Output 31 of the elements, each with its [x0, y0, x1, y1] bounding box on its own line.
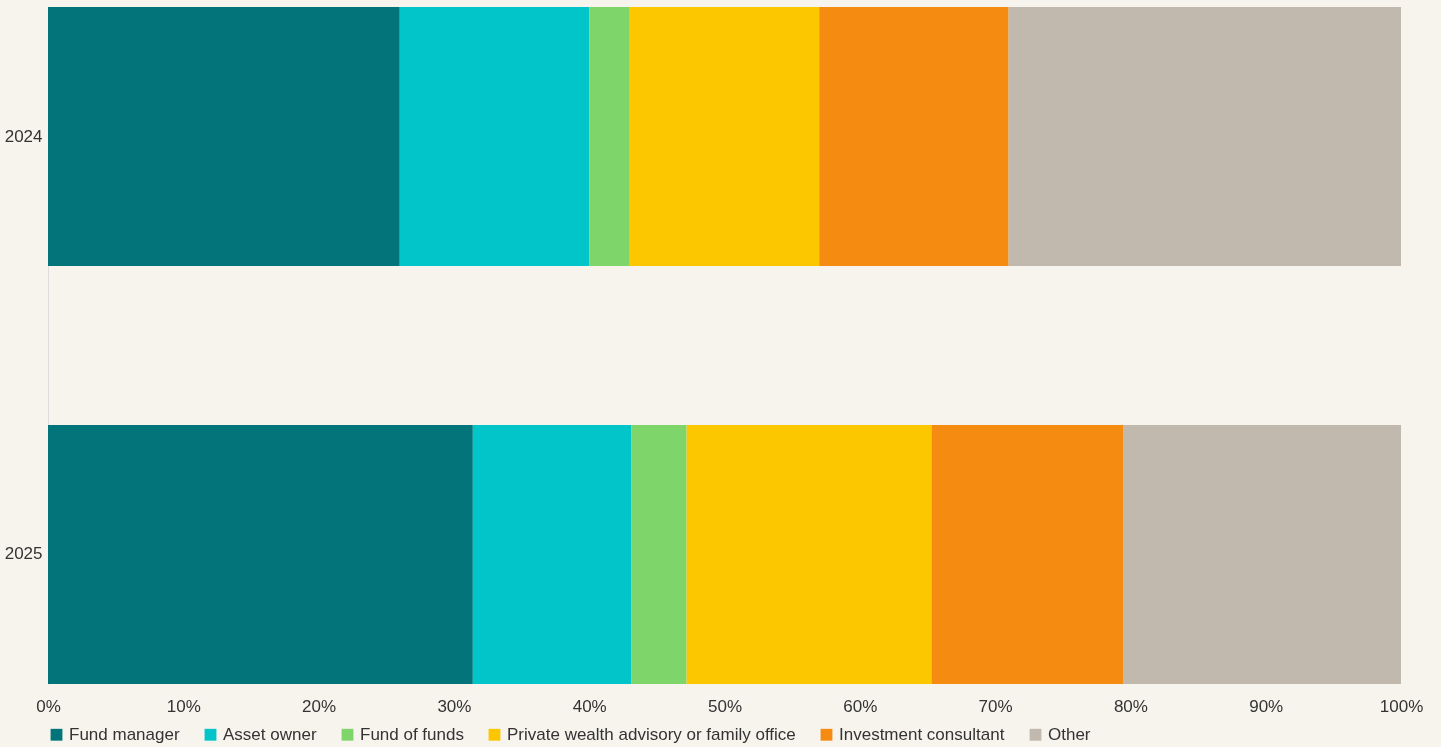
bar [686, 424, 932, 684]
bar [48, 424, 473, 684]
bar [1123, 424, 1401, 684]
bar [48, 7, 400, 267]
bar [931, 424, 1124, 684]
x-tick-label: 20% [302, 696, 337, 716]
x-tick-label: 70% [978, 696, 1013, 716]
x-tick-label: 40% [572, 696, 607, 716]
legend-label: Private wealth advisory or family office [507, 724, 796, 744]
bar [589, 7, 630, 267]
x-tick-label: 0% [36, 696, 61, 716]
y-tick-label: 2024 [4, 126, 43, 146]
legend-label: Investment consultant [839, 724, 1005, 744]
bar [399, 7, 590, 267]
x-tick-label: 30% [437, 696, 472, 716]
bar [629, 7, 820, 267]
bar [631, 424, 687, 684]
legend-label: Asset owner [223, 724, 317, 744]
legend-label: Fund of funds [360, 724, 464, 744]
x-tick-label: 50% [707, 696, 743, 716]
bar [819, 7, 1009, 267]
legend-label: Other [1048, 724, 1091, 744]
bar [472, 424, 632, 684]
x-tick-label: 10% [166, 696, 201, 716]
y-tick-label: 2025 [4, 544, 43, 564]
x-tick-label: 80% [1113, 696, 1148, 716]
x-tick-label: 90% [1249, 696, 1284, 716]
x-tick-label: 100% [1379, 696, 1424, 716]
legend-label: Fund manager [69, 724, 180, 744]
x-tick-label: 60% [843, 696, 878, 716]
bar [1008, 7, 1401, 267]
